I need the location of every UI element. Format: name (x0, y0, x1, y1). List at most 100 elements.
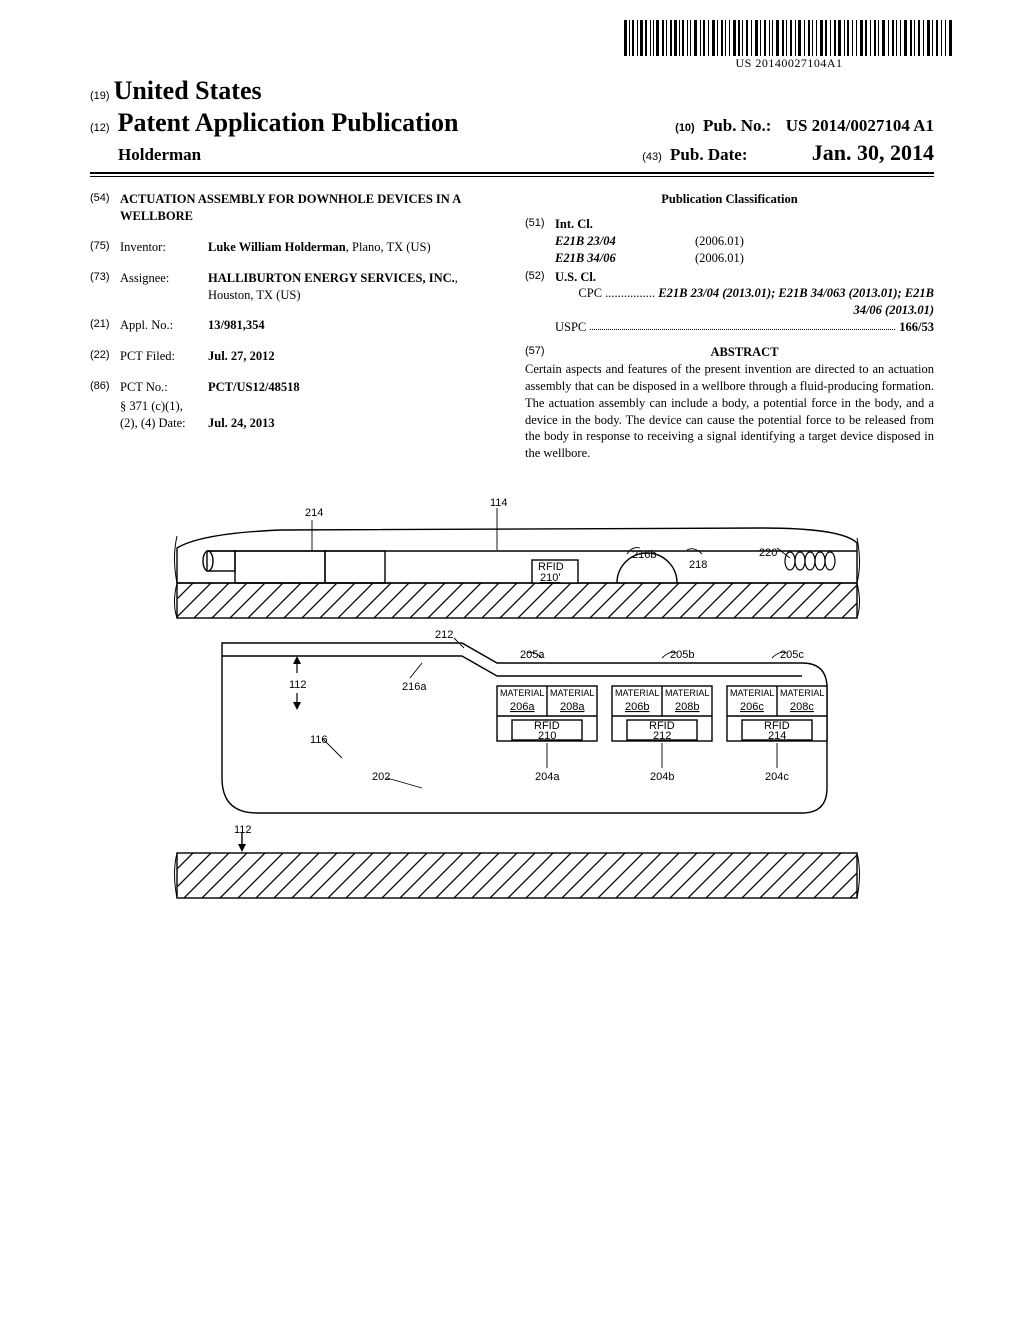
intcl-code-0: E21B 23/04 (555, 234, 616, 248)
svg-text:112: 112 (289, 679, 307, 691)
barcode-block: US 20140027104A1 (90, 20, 954, 72)
intcl-ver-0: (2006.01) (695, 233, 744, 250)
inventor-label: Inventor: (120, 239, 208, 256)
svg-text:116: 116 (310, 734, 328, 746)
pct-field: (86) PCT No.: PCT/US12/48518 (90, 379, 499, 396)
assignee-field: (73) Assignee: HALLIBURTON ENERGY SERVIC… (90, 270, 499, 304)
svg-text:204a: 204a (535, 771, 560, 783)
svg-text:204c: 204c (765, 771, 789, 783)
pubno-value: US 2014/0027104 A1 (776, 116, 934, 135)
svg-text:212: 212 (653, 730, 671, 742)
pct-value: PCT/US12/48518 (208, 380, 300, 394)
svg-text:220: 220 (759, 547, 777, 559)
inventor-location: , Plano, TX (US) (346, 240, 431, 254)
s371-field-2: (2), (4) Date: Jul. 24, 2013 (90, 415, 499, 432)
intcl-code-1: E21B 34/06 (555, 251, 616, 265)
svg-text:208b: 208b (675, 701, 699, 713)
uspc-label: USPC (555, 319, 586, 336)
svg-text:MATERIAL: MATERIAL (500, 688, 544, 698)
inventor-field: (75) Inventor: Luke William Holderman, P… (90, 239, 499, 256)
inid-75: (75) (90, 239, 120, 256)
inid-52: (52) (525, 269, 555, 337)
doctype: Patent Application Publication (118, 108, 459, 137)
svg-text:MATERIAL: MATERIAL (780, 688, 824, 698)
svg-text:205a: 205a (520, 649, 545, 661)
svg-text:216b: 216b (632, 549, 656, 561)
uscl-block: (52) U.S. Cl. CPC ................ E21B … (525, 269, 934, 337)
svg-text:205b: 205b (670, 649, 694, 661)
barcode: US 20140027104A1 (624, 20, 954, 71)
rule-thick (90, 172, 934, 174)
svg-text:206c: 206c (740, 701, 764, 713)
svg-text:210: 210 (538, 730, 556, 742)
abstract-text: Certain aspects and features of the pres… (525, 361, 934, 462)
cpc-value: E21B 23/04 (2013.01); E21B 34/063 (2013.… (658, 286, 934, 317)
inventor-surname: Holderman (90, 145, 201, 165)
intcl-ver-1: (2006.01) (695, 250, 744, 267)
inid-54: (54) (90, 191, 120, 225)
svg-text:214: 214 (768, 730, 786, 742)
svg-text:208c: 208c (790, 701, 814, 713)
abstract-label: ABSTRACT (710, 345, 778, 359)
right-column: Publication Classification (51) Int. Cl.… (525, 191, 934, 462)
inid-10: (10) (675, 122, 695, 134)
barcode-text: US 20140027104A1 (624, 56, 954, 71)
svg-text:114: 114 (490, 497, 508, 509)
pubdate-value: Jan. 30, 2014 (752, 140, 934, 165)
svg-text:204b: 204b (650, 771, 674, 783)
svg-text:206a: 206a (510, 701, 535, 713)
left-column: (54) ACTUATION ASSEMBLY FOR DOWNHOLE DEV… (90, 191, 499, 462)
s371-date-value: Jul. 24, 2013 (208, 416, 275, 430)
inid-86: (86) (90, 379, 120, 396)
svg-text:112: 112 (234, 824, 252, 836)
title-field: (54) ACTUATION ASSEMBLY FOR DOWNHOLE DEV… (90, 191, 499, 225)
filed-label: PCT Filed: (120, 348, 208, 365)
name-date-row: Holderman (43) Pub. Date: Jan. 30, 2014 (90, 140, 934, 166)
inid-19: (19) (90, 90, 110, 102)
svg-text:MATERIAL: MATERIAL (665, 688, 709, 698)
svg-text:MATERIAL: MATERIAL (730, 688, 774, 698)
rule-thin (90, 176, 934, 177)
country-line: (19) United States (90, 76, 934, 106)
pct-label: PCT No.: (120, 379, 208, 396)
appl-field: (21) Appl. No.: 13/981,354 (90, 317, 499, 334)
svg-text:214: 214 (305, 507, 323, 519)
pub-class-header: Publication Classification (525, 191, 934, 208)
intcl-label: Int. Cl. (555, 217, 593, 231)
pubdate-label: Pub. Date: (670, 145, 747, 164)
svg-text:218: 218 (689, 559, 707, 571)
inid-73: (73) (90, 270, 120, 304)
svg-text:MATERIAL: MATERIAL (615, 688, 659, 698)
svg-text:212: 212 (435, 629, 453, 641)
doctype-pubno-line: (12) Patent Application Publication (10)… (90, 108, 934, 138)
svg-text:208a: 208a (560, 701, 585, 713)
assignee-label: Assignee: (120, 270, 208, 304)
inventor-name: Luke William Holderman (208, 240, 346, 254)
svg-text:205c: 205c (780, 649, 804, 661)
inid-12: (12) (90, 122, 110, 134)
country-name: United States (114, 76, 262, 106)
abstract-header: (57) ABSTRACT (525, 344, 934, 361)
inid-57: (57) (525, 344, 555, 361)
patent-page: US 20140027104A1 (19) United States (12)… (0, 0, 1024, 963)
inid-43: (43) (642, 151, 662, 163)
assignee-name: HALLIBURTON ENERGY SERVICES, INC. (208, 271, 455, 285)
uspc-value: 166/53 (899, 319, 934, 336)
appl-label: Appl. No.: (120, 317, 208, 334)
inid-51: (51) (525, 216, 555, 267)
svg-text:MATERIAL: MATERIAL (550, 688, 594, 698)
invention-title: ACTUATION ASSEMBLY FOR DOWNHOLE DEVICES … (120, 191, 499, 225)
inid-21: (21) (90, 317, 120, 334)
svg-text:206b: 206b (625, 701, 649, 713)
s371-field-1: § 371 (c)(1), (90, 398, 499, 415)
appl-value: 13/981,354 (208, 318, 265, 332)
inid-22: (22) (90, 348, 120, 365)
s371-date-label: (2), (4) Date: (120, 415, 208, 432)
filed-value: Jul. 27, 2012 (208, 349, 275, 363)
cpc-label: CPC (578, 286, 602, 300)
uscl-label: U.S. Cl. (555, 270, 596, 284)
biblio-columns: (54) ACTUATION ASSEMBLY FOR DOWNHOLE DEV… (90, 191, 934, 462)
svg-text:216a: 216a (402, 681, 427, 693)
svg-text:202: 202 (372, 771, 390, 783)
intcl-block: (51) Int. Cl. E21B 23/04 (2006.01) E21B 3… (525, 216, 934, 267)
